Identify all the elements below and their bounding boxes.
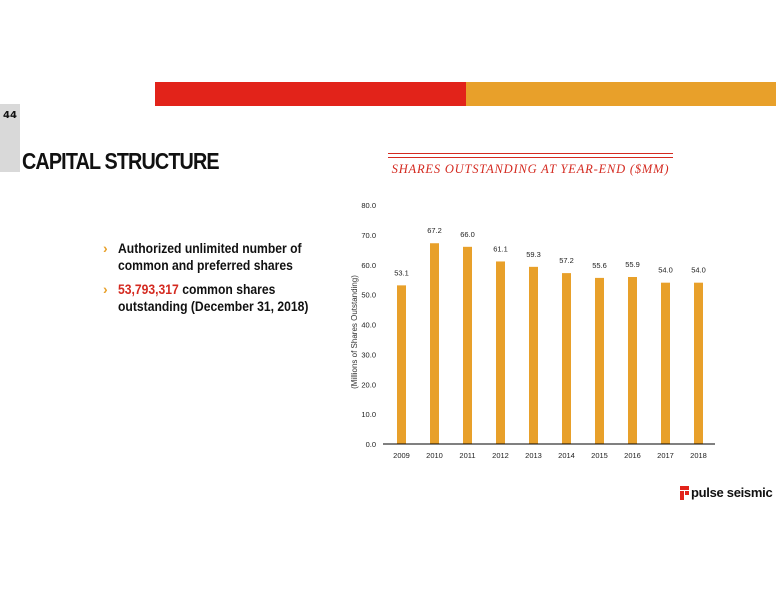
bar xyxy=(628,276,637,444)
bullet-item-authorized: › Authorized unlimited number of common … xyxy=(103,240,343,274)
y-tick-label: 70.0 xyxy=(361,231,376,240)
x-tick-label: 2009 xyxy=(393,451,410,460)
header-red-band xyxy=(155,82,466,106)
bullet-text: 53,793,317 common shares outstanding (De… xyxy=(118,281,321,315)
chart-title: SHARES OUTSTANDING AT YEAR-END ($MM) xyxy=(391,162,670,176)
chevron-right-icon: › xyxy=(103,281,108,297)
y-tick-label: 30.0 xyxy=(361,350,376,359)
x-tick-label: 2014 xyxy=(558,451,575,460)
chart-title-rule-bottom xyxy=(388,157,673,158)
bar xyxy=(562,273,571,444)
y-tick-label: 0.0 xyxy=(366,440,376,449)
pulse-logo-icon xyxy=(680,485,689,500)
y-axis-label: (Millions of Shares Outstanding) xyxy=(350,275,359,389)
chevron-right-icon: › xyxy=(103,240,108,256)
data-label: 61.1 xyxy=(493,244,508,253)
data-label: 57.2 xyxy=(559,256,574,265)
x-tick-label: 2013 xyxy=(525,451,542,460)
y-tick-label: 80.0 xyxy=(361,201,376,210)
bar xyxy=(694,282,703,444)
x-tick-label: 2017 xyxy=(657,451,674,460)
data-label: 54.0 xyxy=(691,266,706,275)
data-label: 59.3 xyxy=(526,250,541,259)
x-tick-label: 2011 xyxy=(459,451,475,460)
y-tick-label: 20.0 xyxy=(361,380,376,389)
bar xyxy=(529,266,538,444)
bar xyxy=(595,277,604,444)
data-label: 66.0 xyxy=(460,230,475,239)
bar xyxy=(661,282,670,444)
y-tick-label: 50.0 xyxy=(361,291,376,300)
y-axis-ticks: 0.0 10.0 20.0 30.0 40.0 50.0 60.0 70.0 80.0 xyxy=(361,201,376,449)
x-tick-label: 2010 xyxy=(426,451,443,460)
pulse-seismic-logo: pulse seismic xyxy=(680,485,773,500)
page-number-tab xyxy=(0,104,20,172)
shares-outstanding-chart: (Millions of Shares Outstanding) 0.0 10.0… xyxy=(350,201,715,460)
chart-title-rule-top xyxy=(388,153,673,154)
x-tick-label: 2015 xyxy=(591,451,608,460)
page-title: CAPITAL STRUCTURE xyxy=(22,148,220,174)
bar xyxy=(496,261,505,444)
bar xyxy=(430,243,439,444)
bullet-list: › Authorized unlimited number of common … xyxy=(103,240,343,322)
page-number: 44 xyxy=(3,110,17,121)
y-tick-label: 40.0 xyxy=(361,321,376,330)
shares-count-highlight: 53,793,317 xyxy=(118,282,179,297)
data-label: 55.6 xyxy=(592,261,607,270)
x-tick-label: 2016 xyxy=(624,451,641,460)
data-label: 53.1 xyxy=(394,268,409,277)
data-labels: 53.1 67.2 66.0 61.1 59.3 57.2 55.6 55.9 54.0 54.0 xyxy=(394,226,706,277)
bullet-item-outstanding: › 53,793,317 common shares outstanding (… xyxy=(103,281,343,315)
logo-text: pulse seismic xyxy=(691,485,773,500)
bar xyxy=(463,246,472,444)
y-tick-label: 10.0 xyxy=(361,410,376,419)
data-label: 55.9 xyxy=(625,260,640,269)
bullet-text-rest: common shares outstanding (December 31, … xyxy=(118,282,309,314)
data-label: 54.0 xyxy=(658,266,673,275)
data-label: 67.2 xyxy=(427,226,442,235)
x-tick-label: 2012 xyxy=(492,451,509,460)
y-tick-label: 60.0 xyxy=(361,261,376,270)
bullet-text: Authorized unlimited number of common an… xyxy=(118,241,302,273)
x-axis-ticks: 2009 2010 2011 2012 2013 2014 2015 2016 2017 2018 xyxy=(393,451,707,460)
header-orange-band xyxy=(466,82,776,106)
bar-series xyxy=(397,243,703,444)
bar xyxy=(397,285,406,444)
x-tick-label: 2018 xyxy=(690,451,707,460)
